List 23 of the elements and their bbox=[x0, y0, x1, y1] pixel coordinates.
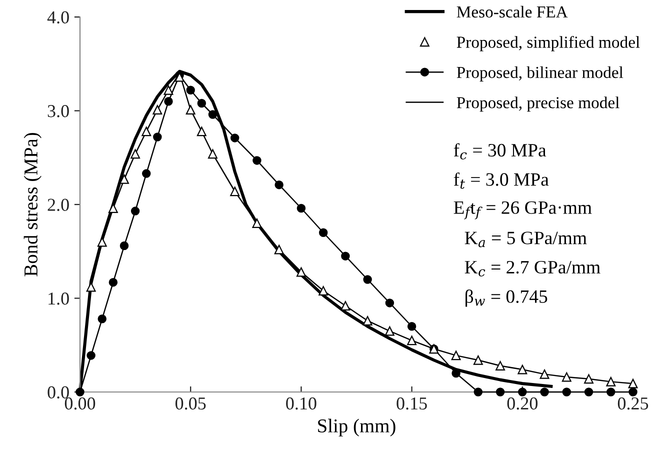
y-axis-title: Bond stress (MPa) bbox=[24, 132, 42, 276]
y-tick-label: 2.0 bbox=[48, 198, 69, 212]
annotation: K$_{c}$ = 2.7 GPa/mm bbox=[464, 260, 600, 276]
legend-label: Proposed, precise model bbox=[456, 96, 620, 112]
annotation: f$_{t}$ = 3.0 MPa bbox=[454, 172, 549, 189]
x-tick-label: 0.20 bbox=[507, 397, 538, 410]
annotation: β$_{w}$ = 0.745 bbox=[466, 290, 548, 307]
y-tick-label: 4.0 bbox=[47, 11, 69, 24]
y-tick-label: 1.0 bbox=[48, 292, 69, 305]
annotation: K$_{a}$ = 5 GPa/mm bbox=[464, 232, 587, 248]
y-tick-label: 3.0 bbox=[48, 105, 69, 118]
y-tick-label: 0.0 bbox=[48, 386, 69, 399]
x-axis-title: Slip (mm) bbox=[318, 418, 396, 436]
x-tick-label: 0.10 bbox=[286, 397, 316, 410]
legend-label: Proposed, simplified model bbox=[456, 36, 640, 52]
x-tick-label: 0.25 bbox=[618, 397, 648, 410]
annotation: E$_{f}$t$_{f}$ = 26 GPa·mm bbox=[454, 201, 592, 220]
legend-label: Proposed, bilinear model bbox=[456, 66, 624, 82]
x-tick-label: 0.15 bbox=[396, 397, 427, 410]
legend-label: Meso-scale FEA bbox=[456, 6, 568, 18]
x-tick-label: 0.00 bbox=[64, 397, 96, 410]
annotation: f$_{c}$ = 30 MPa bbox=[454, 143, 546, 160]
x-tick-label: 0.05 bbox=[175, 397, 206, 410]
